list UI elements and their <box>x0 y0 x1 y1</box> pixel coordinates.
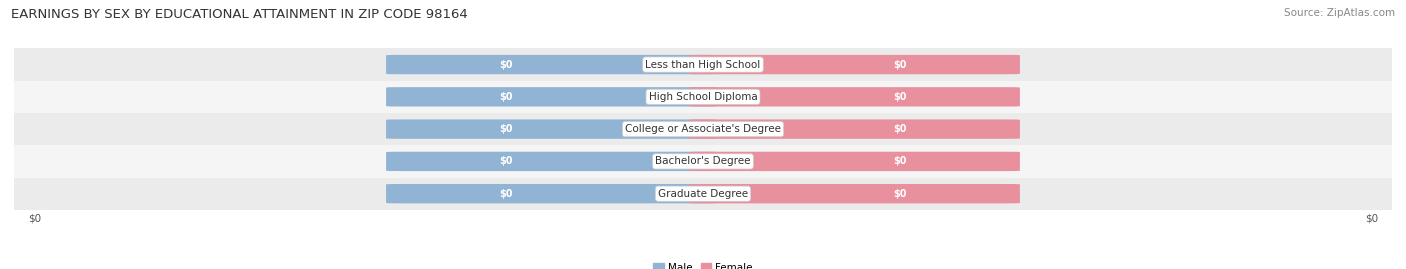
FancyBboxPatch shape <box>387 152 717 171</box>
FancyBboxPatch shape <box>689 184 1019 203</box>
Text: Graduate Degree: Graduate Degree <box>658 189 748 199</box>
FancyBboxPatch shape <box>387 55 717 74</box>
Text: College or Associate's Degree: College or Associate's Degree <box>626 124 780 134</box>
Bar <box>14 178 1392 210</box>
Text: $0: $0 <box>893 92 907 102</box>
Bar <box>14 113 1392 145</box>
Text: EARNINGS BY SEX BY EDUCATIONAL ATTAINMENT IN ZIP CODE 98164: EARNINGS BY SEX BY EDUCATIONAL ATTAINMEN… <box>11 8 468 21</box>
Bar <box>14 48 1392 81</box>
FancyBboxPatch shape <box>689 55 1019 74</box>
Text: $0: $0 <box>499 156 513 167</box>
Text: Source: ZipAtlas.com: Source: ZipAtlas.com <box>1284 8 1395 18</box>
Legend: Male, Female: Male, Female <box>650 259 756 269</box>
Text: Bachelor's Degree: Bachelor's Degree <box>655 156 751 167</box>
Bar <box>14 145 1392 178</box>
Text: $0: $0 <box>499 124 513 134</box>
FancyBboxPatch shape <box>387 184 717 203</box>
FancyBboxPatch shape <box>689 119 1019 139</box>
Text: High School Diploma: High School Diploma <box>648 92 758 102</box>
Text: $0: $0 <box>499 92 513 102</box>
FancyBboxPatch shape <box>689 152 1019 171</box>
Text: $0: $0 <box>499 59 513 70</box>
FancyBboxPatch shape <box>387 87 717 107</box>
Text: Less than High School: Less than High School <box>645 59 761 70</box>
Text: $0: $0 <box>893 59 907 70</box>
Text: $0: $0 <box>893 156 907 167</box>
FancyBboxPatch shape <box>689 87 1019 107</box>
FancyBboxPatch shape <box>387 119 717 139</box>
Text: $0: $0 <box>28 214 41 224</box>
Text: $0: $0 <box>499 189 513 199</box>
Bar <box>14 81 1392 113</box>
Text: $0: $0 <box>893 124 907 134</box>
Text: $0: $0 <box>893 189 907 199</box>
Text: $0: $0 <box>1365 214 1378 224</box>
